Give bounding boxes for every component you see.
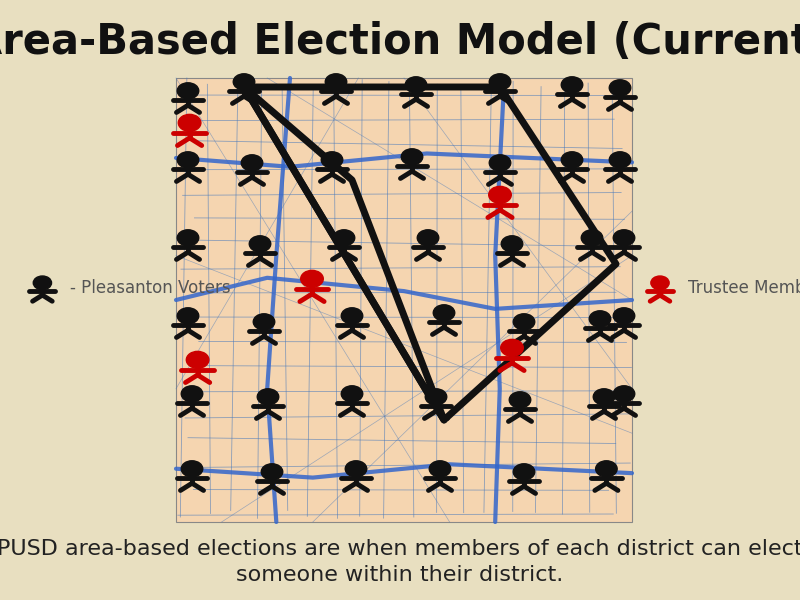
Circle shape <box>582 230 602 246</box>
Circle shape <box>342 386 362 402</box>
Circle shape <box>301 271 323 287</box>
Circle shape <box>178 308 198 324</box>
Circle shape <box>514 314 534 330</box>
Text: PUSD area-based elections are when members of each district can elect: PUSD area-based elections are when membe… <box>0 539 800 559</box>
Circle shape <box>418 230 438 246</box>
Circle shape <box>614 230 634 246</box>
Bar <box>176 78 632 522</box>
Circle shape <box>596 461 617 477</box>
Text: - Pleasanton Voters: - Pleasanton Voters <box>70 279 230 297</box>
Circle shape <box>34 276 51 290</box>
Circle shape <box>514 464 534 480</box>
Circle shape <box>501 340 523 356</box>
Circle shape <box>182 461 202 477</box>
Circle shape <box>342 308 362 324</box>
Circle shape <box>562 152 582 168</box>
Circle shape <box>178 83 198 99</box>
Circle shape <box>322 152 342 168</box>
Circle shape <box>434 305 454 321</box>
Circle shape <box>614 386 634 402</box>
Text: someone within their district.: someone within their district. <box>236 565 564 585</box>
Circle shape <box>242 155 262 171</box>
Text: Trustee Members: Trustee Members <box>688 279 800 297</box>
Circle shape <box>490 155 510 171</box>
Circle shape <box>489 187 511 203</box>
Circle shape <box>490 74 510 90</box>
Circle shape <box>262 464 282 480</box>
Text: Area-Based Election Model (Current): Area-Based Election Model (Current) <box>0 21 800 63</box>
Circle shape <box>502 236 522 252</box>
Circle shape <box>651 276 669 290</box>
Circle shape <box>402 149 422 165</box>
Circle shape <box>562 77 582 93</box>
Circle shape <box>258 389 278 405</box>
Circle shape <box>510 392 530 408</box>
Circle shape <box>614 308 634 324</box>
Circle shape <box>610 80 630 96</box>
Circle shape <box>182 386 202 402</box>
Circle shape <box>178 230 198 246</box>
Circle shape <box>254 314 274 330</box>
Circle shape <box>610 152 630 168</box>
Circle shape <box>326 74 346 90</box>
Circle shape <box>334 230 354 246</box>
Circle shape <box>250 236 270 252</box>
Circle shape <box>426 389 446 405</box>
Circle shape <box>178 152 198 168</box>
Circle shape <box>346 461 366 477</box>
Circle shape <box>590 311 610 327</box>
Circle shape <box>594 389 614 405</box>
Circle shape <box>234 74 254 90</box>
Circle shape <box>186 352 209 368</box>
Circle shape <box>178 115 201 131</box>
Circle shape <box>430 461 450 477</box>
Circle shape <box>406 77 426 93</box>
